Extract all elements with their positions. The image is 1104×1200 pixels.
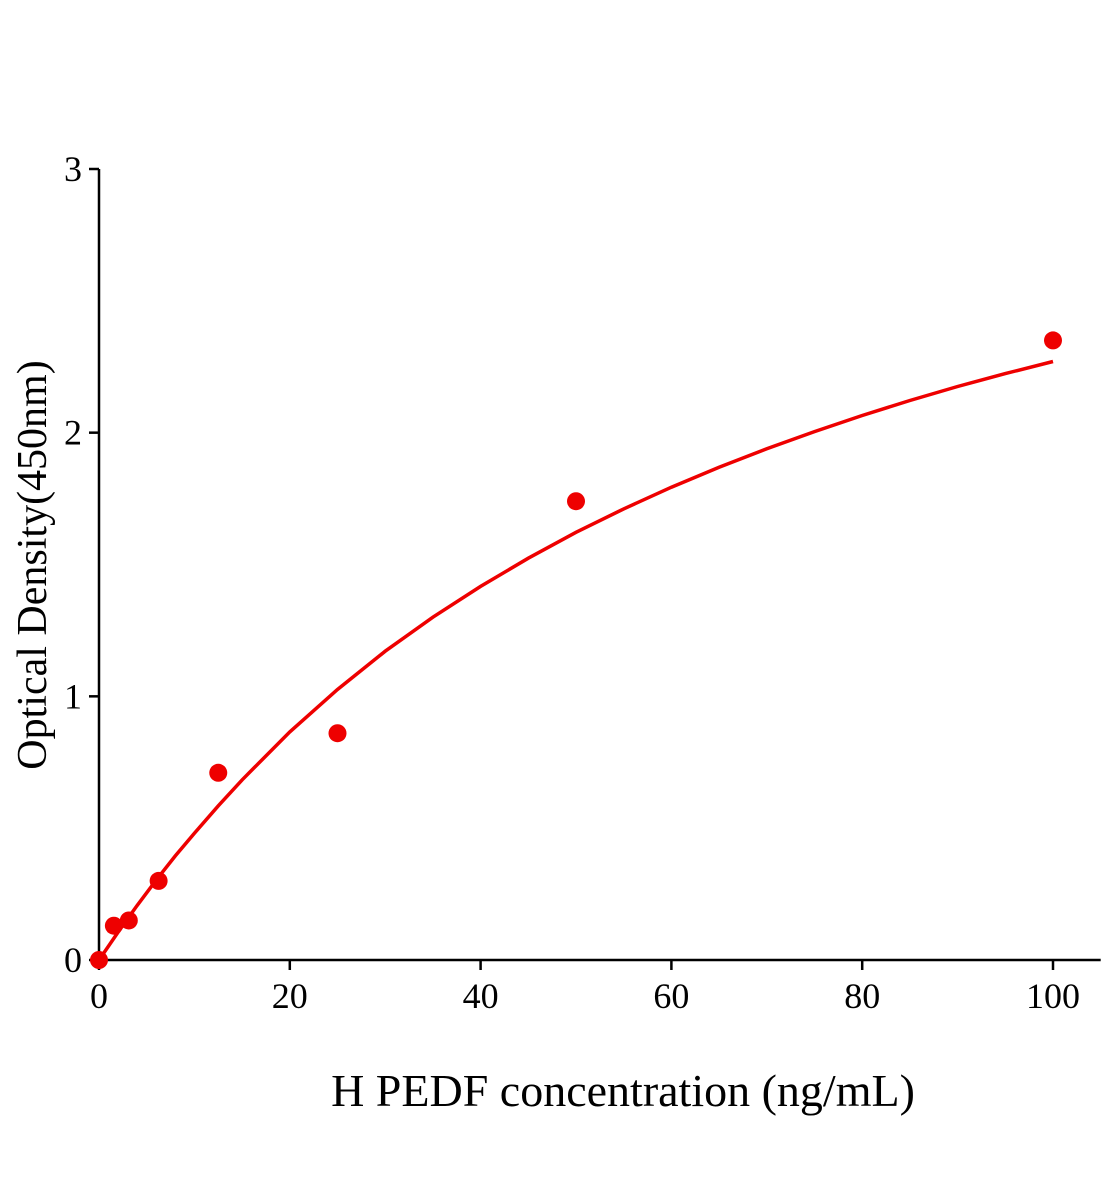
y-tick-label: 0 [64, 940, 82, 980]
data-point [149, 871, 168, 890]
fit-curve-group [97, 359, 1054, 961]
x-tick-label: 60 [653, 976, 689, 1016]
x-axis-label: H PEDF concentration (ng/mL) [331, 1065, 915, 1116]
data-point [104, 916, 123, 935]
x-tick-label: 40 [463, 976, 499, 1016]
y-tick-label: 1 [64, 676, 82, 716]
axes: 0 20 40 60 80 100 0 1 2 3 [64, 149, 1101, 1016]
data-point [90, 951, 108, 969]
y-tick-label: 3 [64, 149, 82, 189]
y-tick-label: 2 [64, 413, 82, 453]
data-point [209, 763, 228, 782]
data-point [119, 911, 138, 930]
y-axis-label: Optical Density(450nm) [10, 360, 56, 769]
x-tick-label: 80 [844, 976, 880, 1016]
points-group [90, 331, 1062, 969]
data-point [1044, 331, 1062, 350]
x-tick-label: 100 [1026, 976, 1080, 1016]
data-point [567, 492, 585, 511]
fit-curve [97, 359, 1054, 961]
data-point [328, 724, 347, 743]
x-tick-label: 0 [90, 976, 108, 1016]
x-tick-label: 20 [272, 976, 308, 1016]
